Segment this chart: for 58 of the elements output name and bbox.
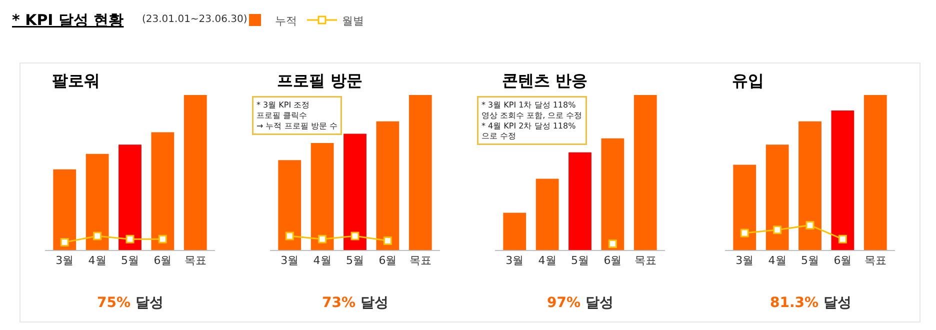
bar (118, 144, 142, 250)
x-tick-label: 4월 (768, 254, 786, 268)
legend-label: 누적 (275, 14, 297, 28)
x-tick-label: 6월 (604, 254, 622, 268)
x-tick-label: 3월 (506, 254, 524, 268)
x-tick-label: 4월 (538, 254, 556, 268)
x-tick-label: 5월 (346, 254, 364, 268)
x-tick-label: 목표 (184, 254, 206, 268)
point (806, 220, 814, 230)
x-tick-label: 목표 (409, 254, 432, 268)
bar (831, 110, 854, 250)
bar (86, 154, 109, 250)
text: (23.01.01~23.06.30) (142, 14, 248, 25)
text: * KPI 달성 현황 (12, 11, 124, 29)
annotation: * 3월 KPI 1차 달성 118% 영상 조회수 포함, 으로 수정 * 4월 KPI 2차 달성 118% 으로 수정 (482, 100, 582, 141)
point (773, 226, 782, 234)
x-tick-label: 3월 (280, 254, 299, 268)
bar (536, 178, 559, 250)
bar (864, 95, 887, 250)
chart-title: 콘텐츠 반응 (502, 71, 588, 90)
text: 81.3% 달성 (770, 295, 852, 311)
chart-title: 유입 (732, 71, 764, 90)
x-tick-label: 6월 (378, 254, 397, 268)
bar (634, 95, 657, 250)
bar (184, 95, 207, 250)
bar (53, 169, 76, 250)
annotation: * 3월 KPI 조정 프로필 클릭수 → 누적 프로필 방문 수 (256, 100, 338, 130)
bar (798, 121, 822, 250)
x-tick-label: 3월 (56, 254, 74, 268)
x-tick-label: 4월 (88, 254, 106, 268)
bar (310, 143, 334, 250)
point (740, 228, 749, 238)
x-tick-label: 4월 (313, 254, 332, 268)
bar (278, 160, 302, 250)
chart-title: 프로필 방문 (277, 71, 363, 90)
chart-title: 팔로워 (52, 71, 100, 90)
bar (766, 144, 789, 250)
bar (503, 212, 526, 250)
text: 97% 달성 (547, 295, 614, 311)
x-tick-label: 목표 (864, 254, 886, 268)
x-tick-label: 5월 (121, 254, 139, 268)
bar (408, 95, 432, 250)
bar (151, 132, 174, 250)
bar (344, 134, 366, 250)
bar (601, 138, 624, 250)
x-tick-label: 목표 (634, 254, 656, 268)
text: 73% 달성 (322, 295, 388, 311)
x-tick-label: 3월 (736, 254, 754, 268)
bar (733, 164, 756, 250)
x-tick-label: 6월 (834, 254, 852, 268)
x-tick-label: 5월 (571, 254, 589, 268)
x-tick-label: 6월 (154, 254, 172, 268)
point (838, 234, 847, 244)
x-tick-label: 5월 (801, 254, 819, 268)
bar (568, 152, 592, 250)
bar (376, 121, 400, 250)
text: 75% 달성 (97, 295, 164, 311)
legend-label: 월별 (342, 14, 364, 28)
